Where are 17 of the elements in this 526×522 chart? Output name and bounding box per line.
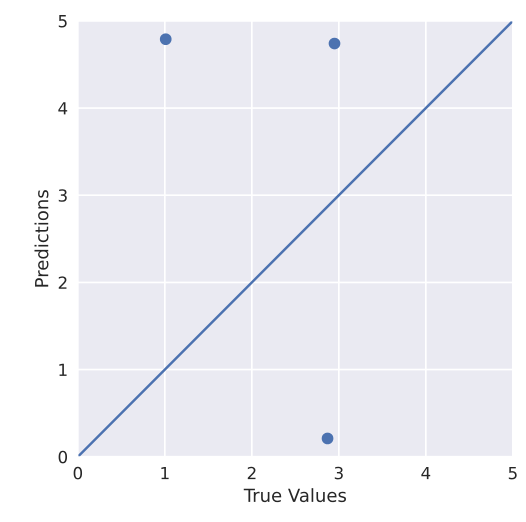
x-tick-label: 1 xyxy=(161,466,169,480)
y-tick-label: 0 xyxy=(58,450,68,464)
x-tick-label: 0 xyxy=(74,466,82,480)
x-tick-label: 5 xyxy=(508,466,517,480)
point xyxy=(322,432,334,444)
y-tick-label: 2 xyxy=(58,276,66,289)
x-axis-title: True Values xyxy=(244,488,346,502)
y-tick-label: 5 xyxy=(58,15,67,28)
x-tick-label: 3 xyxy=(334,466,343,480)
y-tick-label: 3 xyxy=(58,189,67,202)
y-tick-label: 1 xyxy=(59,364,67,376)
point xyxy=(328,38,340,50)
x-tick-label: 2 xyxy=(248,466,256,480)
y-tick-label: 4 xyxy=(58,102,68,114)
y-axis-title: Predictions xyxy=(34,190,48,287)
x-tick-label: 4 xyxy=(421,466,430,480)
point xyxy=(160,33,172,46)
